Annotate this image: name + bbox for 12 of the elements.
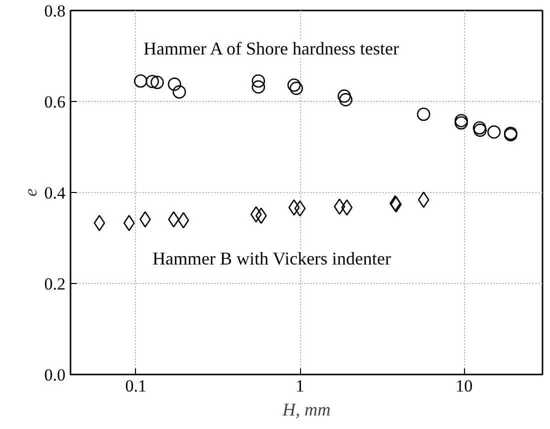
y-tick-label: 0.6 xyxy=(44,92,66,112)
y-tick-label: 0.0 xyxy=(44,366,66,384)
y-tick-label: 0.8 xyxy=(44,2,66,20)
x-tick-label: 10 xyxy=(456,376,473,396)
annotation: Hammer B with Vickers indenter xyxy=(152,248,392,268)
x-tick-label: 1 xyxy=(296,376,304,396)
y-axis-title: e xyxy=(20,188,40,196)
x-axis-title: H, mm xyxy=(282,400,330,420)
x-tick-label: 0.1 xyxy=(125,376,146,396)
y-tick-label: 0.4 xyxy=(44,184,66,202)
y-tick-label: 0.2 xyxy=(44,274,66,294)
annotation: Hammer A of Shore hardness tester xyxy=(144,38,399,58)
